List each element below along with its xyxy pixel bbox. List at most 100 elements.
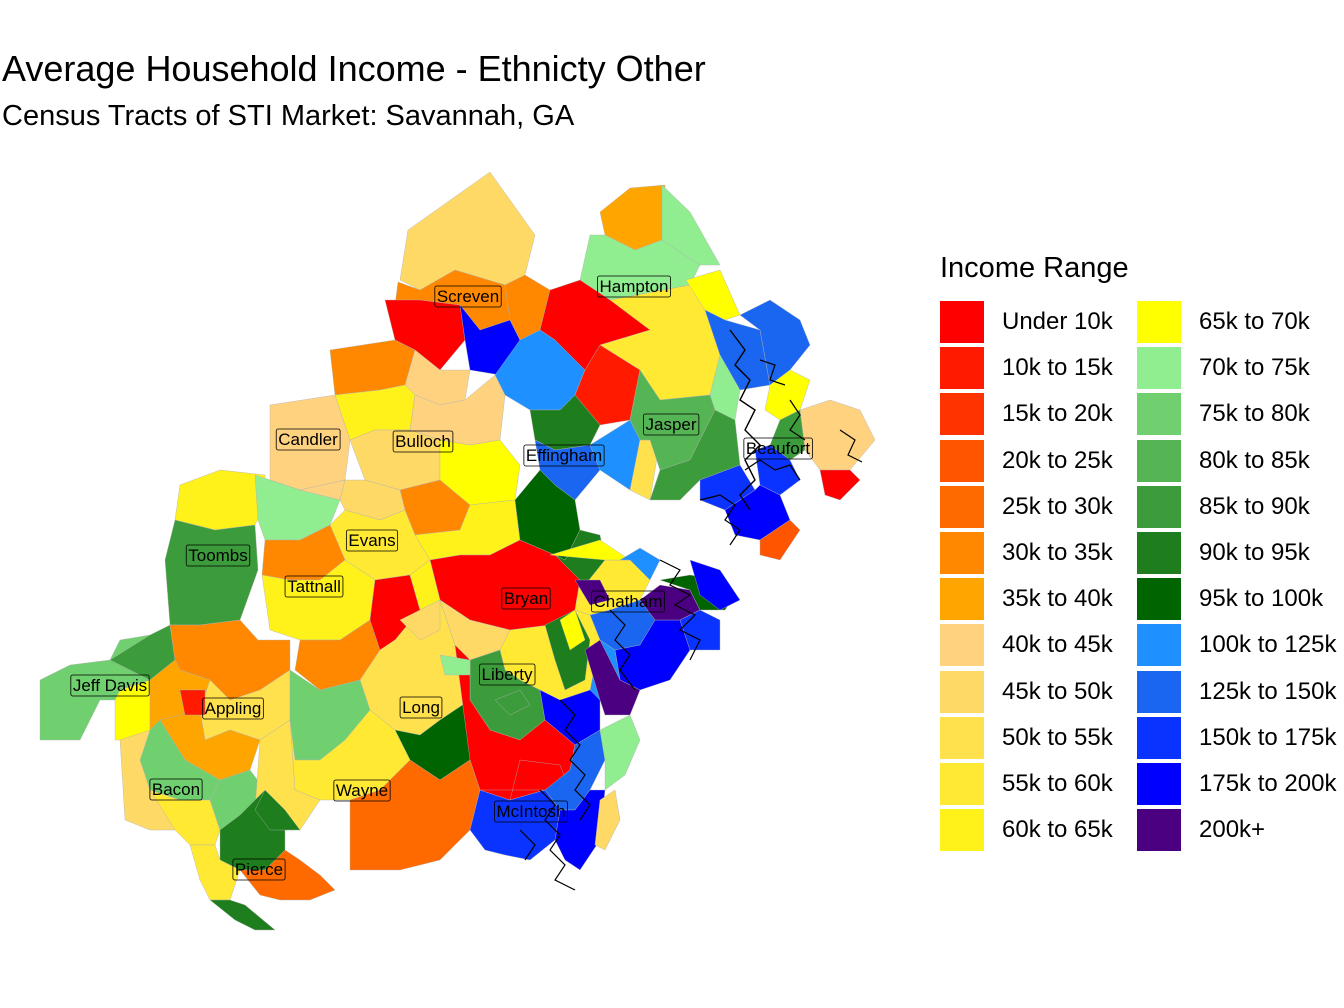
legend-swatch <box>1137 439 1181 482</box>
county-label: Screven <box>434 285 502 308</box>
county-label: Beaufort <box>743 437 813 460</box>
county-label-text: Jeff Davis <box>73 676 147 695</box>
tract-region <box>179 689 206 716</box>
county-label-box <box>643 413 700 436</box>
county-label-text: Bacon <box>152 780 200 799</box>
county-label-text: Effingham <box>526 446 602 465</box>
county-label-text: McIntosh <box>497 802 566 821</box>
legend-label: 80k to 85k <box>1199 446 1310 474</box>
county-label-box <box>743 437 813 460</box>
legend-swatch <box>1137 531 1181 574</box>
county-label: Effingham <box>523 444 605 467</box>
tract-region <box>164 519 259 626</box>
legend-label: 30k to 35k <box>1002 538 1113 566</box>
county-label: Hampton <box>597 275 671 298</box>
county-label-box <box>591 590 665 613</box>
tract-region <box>685 269 741 321</box>
county-label-text: Beaufort <box>746 439 811 458</box>
coastline-detail <box>699 494 741 546</box>
tract-region <box>239 849 336 901</box>
coastline-detail <box>519 829 536 861</box>
tract-region <box>559 609 586 651</box>
legend-swatch <box>940 670 984 713</box>
tract-region <box>724 484 791 541</box>
county-label: Toombs <box>185 544 251 567</box>
tract-region <box>819 469 861 501</box>
county-label: Wayne <box>333 779 391 802</box>
county-label-box <box>70 674 150 697</box>
legend-label: 50k to 55k <box>1002 723 1113 751</box>
legend-label: 70k to 75k <box>1199 354 1310 382</box>
legend-swatch <box>1137 485 1181 528</box>
county-label: Liberty <box>479 663 536 686</box>
tract-region <box>209 899 276 931</box>
coastline-detail <box>839 429 863 463</box>
legend-swatch <box>1137 301 1181 343</box>
legend-label: 175k to 200k <box>1199 769 1337 797</box>
legend-swatch <box>940 439 984 482</box>
county-label: Evans <box>345 529 399 552</box>
tract-region <box>689 559 741 611</box>
county-label-box <box>333 779 391 802</box>
county-label-text: Toombs <box>188 546 248 565</box>
coastline-detail <box>609 609 636 691</box>
county-label-text: Liberty <box>481 665 533 684</box>
tract-region <box>799 399 876 471</box>
county-label-box <box>275 428 341 451</box>
legend-label: 10k to 15k <box>1002 354 1113 382</box>
county-label-box <box>185 544 251 567</box>
county-label: Jeff Davis <box>70 674 150 697</box>
county-label-text: Screven <box>437 287 499 306</box>
legend-label: 55k to 60k <box>1002 769 1113 797</box>
legend-swatch <box>940 809 984 852</box>
county-label: Long <box>399 696 443 719</box>
county-label-box <box>392 430 454 453</box>
legend-label: 90k to 95k <box>1199 538 1310 566</box>
legend-label: 65k to 70k <box>1199 308 1310 335</box>
tract-region <box>599 714 641 791</box>
county-label: McIntosh <box>494 800 568 823</box>
tract-region <box>399 171 536 291</box>
legend-swatch <box>940 485 984 528</box>
legend-swatch <box>1137 624 1181 667</box>
tract-region <box>759 519 801 561</box>
county-label-box <box>434 285 502 308</box>
coastline <box>519 329 863 891</box>
legend-label: 35k to 40k <box>1002 585 1113 613</box>
county-label: Pierce <box>232 858 286 881</box>
tract-region <box>399 599 441 641</box>
legend-label: 75k to 80k <box>1199 400 1310 428</box>
tract-region <box>769 409 806 461</box>
legend-label: 15k to 20k <box>1002 400 1113 428</box>
legend-swatch <box>1137 762 1181 805</box>
tract-region <box>254 789 301 831</box>
county-label-text: Hampton <box>600 277 669 296</box>
map-title: Average Household Income - Ethnicty Othe… <box>2 48 706 89</box>
tract-region <box>739 299 811 386</box>
county-label-box <box>149 778 203 801</box>
coastline-detail <box>539 789 576 891</box>
tract-region <box>574 579 611 606</box>
county-label: Appling <box>202 697 264 720</box>
county-label-text: Candler <box>278 430 338 449</box>
legend-label: 95k to 100k <box>1199 585 1324 613</box>
legend-label: 85k to 90k <box>1199 492 1310 520</box>
legend-swatch <box>940 347 984 390</box>
legend-swatch <box>940 716 984 759</box>
coastline-detail <box>744 459 801 481</box>
coastline-detail <box>789 399 806 441</box>
coastline-detail <box>729 329 761 511</box>
legend-swatch <box>1137 716 1181 759</box>
tract-region <box>494 689 531 716</box>
map-subtitle: Census Tracts of STI Market: Savannah, G… <box>2 100 575 132</box>
legend-swatch <box>1137 347 1181 390</box>
county-label-box <box>501 587 551 610</box>
legend-swatch <box>940 301 984 343</box>
legend-swatch <box>940 762 984 805</box>
county-label: Jasper <box>643 413 700 436</box>
tract-region <box>174 469 266 531</box>
legend-label: 125k to 150k <box>1199 677 1337 705</box>
county-label: Bulloch <box>392 430 454 453</box>
tract-region <box>189 844 241 901</box>
legend-label: 150k to 175k <box>1199 723 1337 751</box>
